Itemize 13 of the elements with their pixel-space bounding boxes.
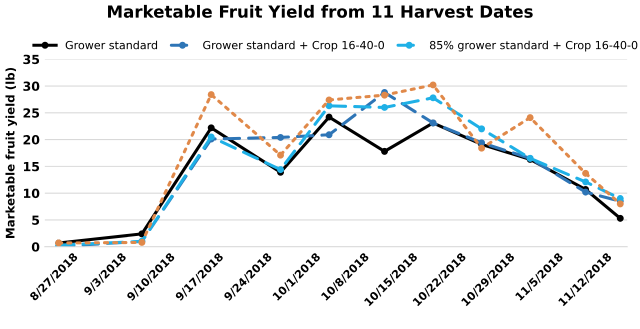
y-tick-label: 25 [24, 108, 40, 118]
chart-title: Marketable Fruit Yield from 11 Harvest Dates [108, 4, 533, 18]
y-tick-label: 10 [24, 188, 40, 198]
y-tick-label: 15 [24, 162, 40, 172]
y-tick-label: 35 [23, 54, 40, 64]
legend-label: Grower standard + Crop 16-40-0 [203, 40, 384, 52]
legend-label: Grower standard [66, 40, 158, 50]
y-axis-title: Marketable fruit yield (lb) [5, 68, 17, 238]
y-tick-label: 20 [24, 135, 40, 145]
y-tick-label: 30 [23, 81, 40, 91]
y-tick-label: 0 [32, 242, 40, 252]
legend-label: 85% grower standard + Crop 16-40-0 [430, 40, 638, 52]
y-tick-label: 5 [32, 216, 40, 225]
